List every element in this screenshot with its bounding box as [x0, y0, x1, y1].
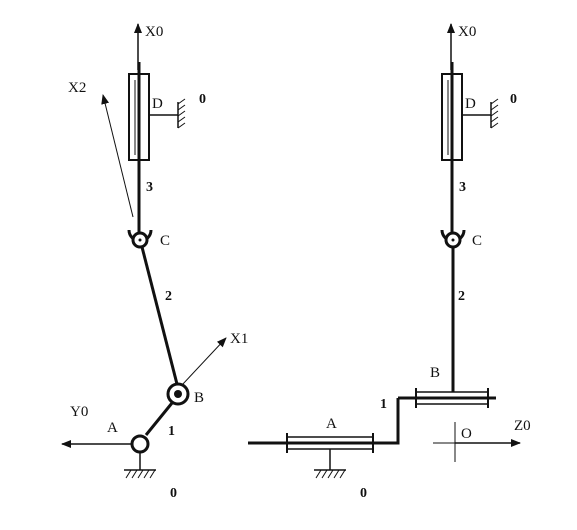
left-joint-a	[130, 434, 150, 454]
right-origin-label: O	[461, 426, 472, 442]
left-view: X0 D 0 3 X2 C 2 X1 B 1	[61, 23, 248, 501]
right-x0-label: X0	[458, 24, 476, 40]
right-ground-d-hatch	[490, 98, 499, 129]
left-ground-d-label: 0	[199, 92, 206, 107]
left-ground-a-hatch	[125, 469, 156, 479]
right-ground-d-label: 0	[510, 92, 517, 107]
right-view: X0 D 0 3 C 2 B 1 A	[248, 23, 531, 501]
left-link2-label: 2	[165, 289, 172, 304]
right-link1	[386, 398, 400, 445]
left-ground-d-hatch	[177, 98, 186, 129]
left-link1-label: 1	[168, 424, 175, 439]
left-link3-label: 3	[146, 180, 153, 195]
right-z0-label: Z0	[514, 418, 531, 434]
left-joint-a-label: A	[107, 420, 118, 436]
right-joint-d-label: D	[465, 96, 476, 112]
left-joint-c-center	[138, 238, 142, 242]
left-link1	[144, 402, 174, 436]
left-y0-label: Y0	[70, 404, 88, 420]
right-joint-c-center	[451, 238, 455, 242]
right-link1-label: 1	[380, 397, 387, 412]
left-link2	[140, 246, 180, 389]
left-joint-b-center	[174, 390, 182, 398]
left-x2-axis	[101, 94, 134, 218]
left-joint-c-label: C	[160, 233, 170, 249]
right-joint-b-label: B	[430, 365, 440, 381]
left-joint-b-label: B	[194, 390, 204, 406]
left-x1-label: X1	[230, 331, 248, 347]
left-x1-axis	[181, 337, 227, 386]
left-joint-d-label: D	[152, 96, 163, 112]
left-x0-label: X0	[145, 24, 163, 40]
left-x2-label: X2	[68, 80, 86, 96]
right-ground-a-hatch	[315, 469, 346, 479]
right-link3-label: 3	[459, 180, 466, 195]
right-ground-a-label: 0	[360, 486, 367, 501]
left-ground-a-label: 0	[170, 486, 177, 501]
right-link2-label: 2	[458, 289, 465, 304]
right-joint-a-label: A	[326, 416, 337, 432]
right-joint-c-label: C	[472, 233, 482, 249]
